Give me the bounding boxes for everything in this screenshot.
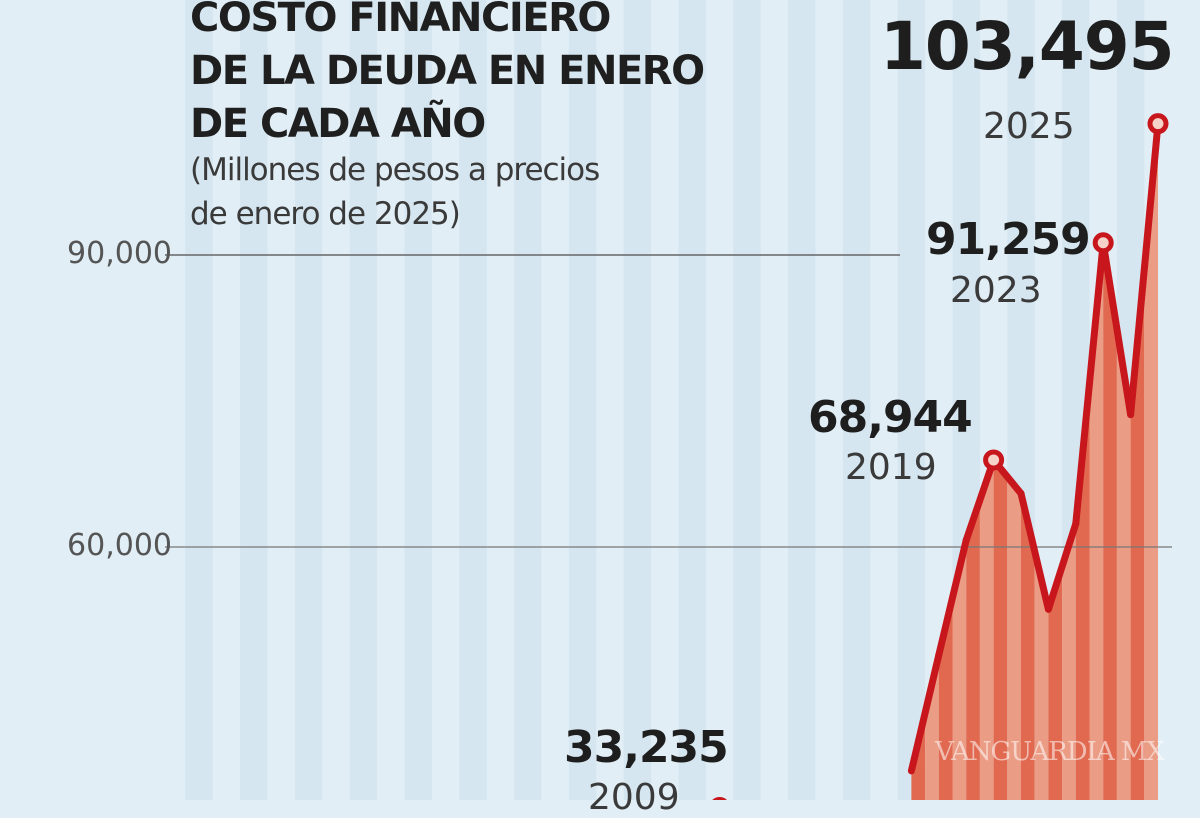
watermark-logo: VANGUARDIA MX xyxy=(935,737,1164,767)
data-label-value: 91,259 xyxy=(926,214,1090,265)
background-stripe xyxy=(733,0,760,800)
chart-title: COSTO FINANCIERO DE LA DEUDA EN ENERO DE… xyxy=(190,0,704,151)
data-label-year: 2009 xyxy=(588,777,680,818)
data-label-value: 33,235 xyxy=(564,722,728,773)
data-label-value: 68,944 xyxy=(808,392,972,443)
data-label-year: 2023 xyxy=(950,270,1042,311)
subtitle-line-1: (Millones de pesos a precios xyxy=(190,148,599,192)
title-line-2: DE LA DEUDA EN ENERO xyxy=(190,45,704,98)
data-label-year: 2025 xyxy=(983,106,1075,147)
chart-subtitle: (Millones de pesos a precios de enero de… xyxy=(190,148,599,236)
data-label-value: 103,495 xyxy=(880,8,1174,85)
y-tick-label: 90,000 xyxy=(67,236,172,271)
data-label-year: 2019 xyxy=(845,447,937,488)
data-point-marker xyxy=(1150,116,1166,132)
data-point-marker xyxy=(1095,235,1111,251)
title-line-3: DE CADA AÑO xyxy=(190,98,704,151)
y-tick-label: 60,000 xyxy=(67,528,172,563)
data-point-marker xyxy=(986,452,1002,468)
title-line-1: COSTO FINANCIERO xyxy=(190,0,704,45)
subtitle-line-2: de enero de 2025) xyxy=(190,192,599,236)
